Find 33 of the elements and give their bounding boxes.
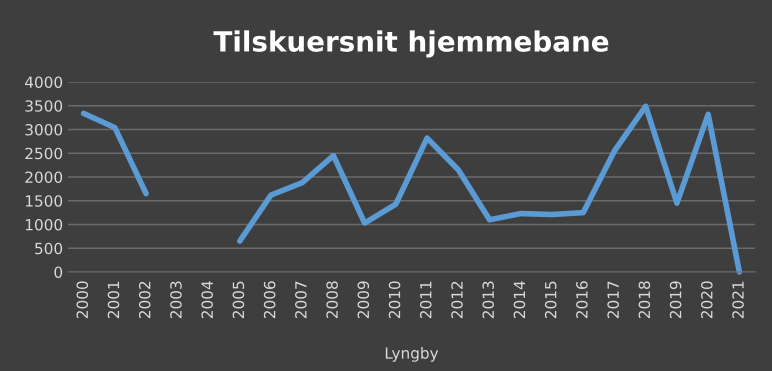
x-tick-label: 2005 (232, 282, 244, 318)
x-tick-label: 2016 (576, 281, 588, 318)
x-tick-label: 2021 (732, 282, 744, 318)
x-tick-label: 2013 (482, 282, 494, 318)
x-tick-label: 2012 (451, 282, 463, 318)
x-tick-label: 2002 (138, 282, 150, 318)
x-tick-label: 2000 (76, 281, 88, 318)
x-tick-label: 2011 (420, 282, 432, 318)
x-tick-label: 2017 (607, 282, 619, 318)
y-tick-label: 3000 (25, 124, 62, 136)
y-tick-label: 0 (54, 266, 62, 278)
x-tick-label: 2009 (358, 281, 370, 318)
x-axis-title: Lyngby (386, 346, 438, 362)
x-tick-label: 2001 (108, 282, 120, 318)
y-tick-label: 3500 (25, 100, 62, 112)
x-tick-label: 2004 (201, 281, 213, 318)
y-tick-label: 1000 (26, 218, 62, 231)
chart-title: Tilskuersnit hjemmebane (214, 30, 608, 58)
x-tick-label: 2003 (170, 282, 182, 318)
x-tick-label: 2007 (295, 282, 307, 318)
y-tick-label: 2000 (25, 171, 62, 184)
x-tick-label: 2018 (638, 281, 650, 318)
x-tick-label: 2008 (326, 281, 338, 318)
y-tick-label: 4000 (25, 76, 62, 88)
x-tick-label: 2019 (670, 281, 682, 318)
y-tick-label: 2500 (25, 148, 62, 160)
x-tick-label: 2020 (701, 281, 713, 318)
x-tick-label: 2010 (388, 281, 400, 318)
y-tick-label: 1500 (26, 195, 62, 207)
x-tick-label: 2015 (544, 282, 556, 318)
y-tick-label: 500 (35, 242, 62, 254)
x-tick-label: 2006 (264, 281, 276, 318)
x-tick-label: 2014 (514, 281, 526, 318)
